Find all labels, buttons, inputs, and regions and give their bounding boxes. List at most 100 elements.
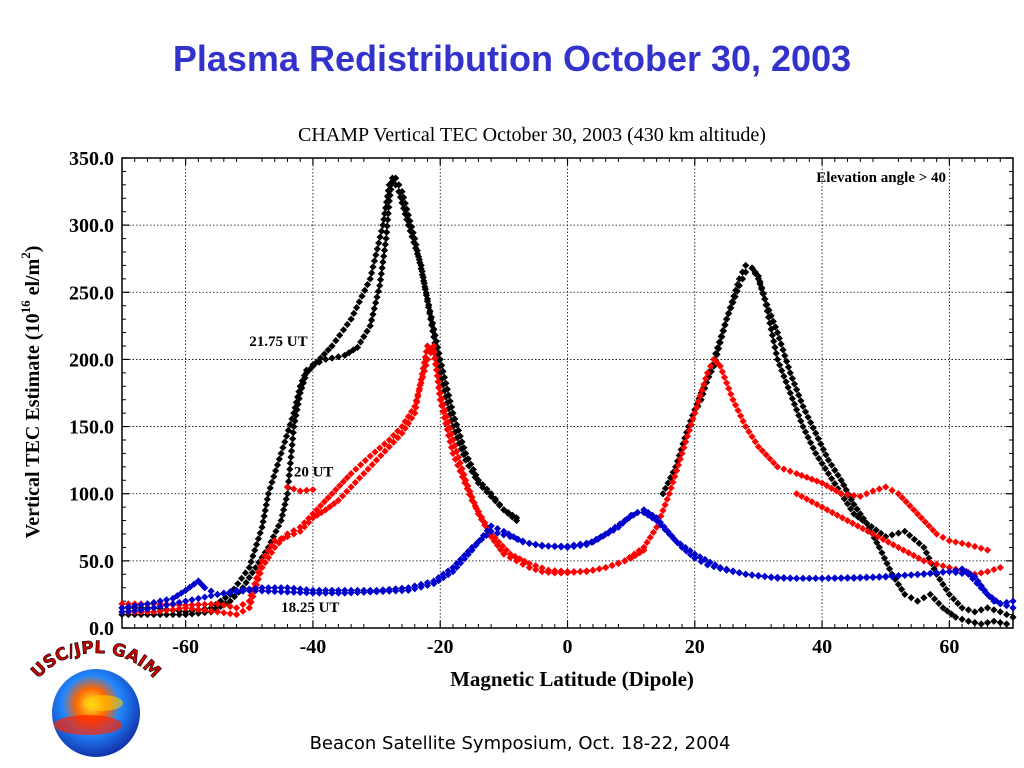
data-point (901, 590, 909, 599)
data-point (182, 586, 190, 594)
data-point (589, 538, 597, 546)
data-point (926, 558, 934, 567)
data-point (460, 555, 468, 563)
data-point (856, 492, 864, 500)
data-point (296, 588, 304, 597)
data-point (267, 542, 276, 550)
data-point (372, 299, 380, 307)
data-point (824, 469, 833, 478)
data-point (698, 386, 706, 394)
data-point (220, 590, 228, 598)
data-point (828, 461, 836, 469)
data-point (952, 538, 960, 546)
data-point (381, 447, 389, 455)
data-point (681, 434, 689, 442)
series-18-25-ut (118, 506, 1017, 616)
data-point (190, 580, 198, 588)
data-point (773, 574, 782, 582)
data-point (249, 552, 257, 560)
data-point (988, 593, 996, 602)
data-point (401, 199, 409, 207)
data-point (964, 541, 973, 549)
data-point (285, 471, 293, 480)
data-point (245, 604, 253, 612)
data-point (974, 577, 982, 585)
data-point (324, 494, 332, 502)
data-point (264, 553, 272, 562)
data-point (723, 379, 731, 387)
data-point (430, 580, 438, 588)
data-point (681, 543, 689, 552)
data-point (933, 569, 941, 577)
data-point (234, 580, 242, 588)
data-point (748, 571, 756, 579)
data-point (710, 355, 718, 364)
data-point (773, 328, 782, 337)
data-point (683, 432, 692, 440)
data-point (731, 293, 739, 301)
data-point (322, 589, 330, 597)
data-point (347, 315, 355, 323)
data-point (456, 432, 464, 440)
data-point (372, 456, 381, 464)
data-point (360, 469, 368, 478)
data-point (380, 246, 389, 254)
data-point (939, 533, 947, 541)
data-point (290, 584, 298, 592)
data-point (137, 601, 145, 609)
data-point (269, 533, 278, 541)
data-point (226, 602, 234, 611)
data-point (258, 587, 266, 595)
data-point (525, 559, 533, 568)
data-point (271, 587, 279, 596)
data-point (828, 508, 836, 517)
data-point (483, 527, 491, 535)
data-point (445, 431, 453, 440)
data-point (812, 449, 820, 458)
data-point (500, 506, 508, 514)
data-point (878, 549, 886, 557)
series-label: 20 UT (294, 464, 334, 480)
data-point (162, 610, 171, 619)
data-point (385, 443, 393, 451)
data-point (677, 445, 685, 454)
data-point (719, 327, 728, 335)
y-tick-label: 200.0 (69, 349, 114, 371)
data-point (220, 601, 228, 609)
data-point (285, 477, 293, 486)
data-point (703, 561, 712, 569)
data-point (296, 487, 304, 495)
data-point (738, 275, 747, 283)
data-point (771, 323, 779, 331)
data-point (434, 378, 442, 386)
data-point (245, 563, 253, 572)
data-point (511, 552, 519, 561)
data-point (625, 553, 634, 562)
data-point (715, 344, 723, 353)
data-point (875, 573, 883, 581)
data-point (447, 403, 456, 411)
data-point (392, 174, 400, 182)
data-point (334, 496, 342, 505)
data-point (803, 473, 811, 481)
data-point (351, 478, 359, 487)
data-point (777, 340, 785, 348)
data-point (648, 511, 656, 519)
data-point (451, 415, 459, 423)
data-point (859, 525, 867, 533)
data-point (649, 528, 658, 536)
data-point (992, 597, 1000, 605)
data-points (118, 174, 1017, 628)
data-point (150, 608, 158, 616)
data-point (422, 289, 430, 297)
data-point (831, 466, 839, 474)
data-point (454, 461, 462, 469)
data-point (772, 349, 780, 357)
data-point (685, 426, 693, 435)
data-point (915, 539, 923, 547)
data-point (379, 221, 387, 229)
data-point (182, 597, 190, 605)
data-point (347, 589, 355, 597)
data-point (544, 542, 553, 550)
data-point (271, 584, 279, 592)
